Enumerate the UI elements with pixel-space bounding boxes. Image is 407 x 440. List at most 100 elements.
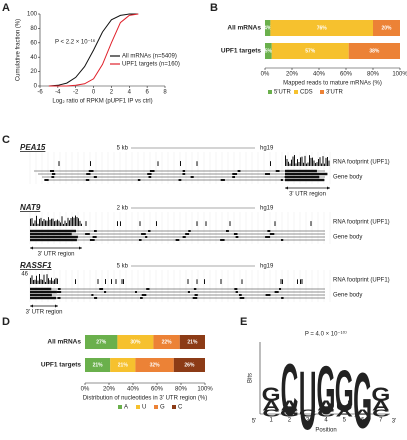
exon bbox=[267, 230, 271, 232]
footprint bbox=[319, 157, 321, 166]
logo-letter: A bbox=[354, 408, 372, 419]
utr-label: 3' UTR region bbox=[38, 252, 75, 258]
y-tick-label: 60 bbox=[30, 40, 37, 46]
x-tick-label: 4 bbox=[324, 418, 328, 424]
footprint bbox=[313, 160, 315, 166]
exon bbox=[88, 170, 94, 172]
x-tick-label: 40% bbox=[127, 387, 140, 393]
exon bbox=[85, 179, 90, 181]
exon bbox=[265, 236, 271, 238]
footprint bbox=[322, 156, 324, 166]
footprint bbox=[315, 163, 316, 166]
legend-label: All mRNAs (n=5409) bbox=[122, 54, 177, 60]
exon bbox=[220, 239, 225, 241]
exon bbox=[93, 176, 97, 178]
bar-segment bbox=[85, 335, 118, 349]
exon bbox=[281, 297, 284, 299]
bar-segment bbox=[85, 358, 111, 372]
value-label: 20% bbox=[381, 25, 392, 31]
footprint bbox=[40, 279, 42, 284]
exon bbox=[148, 176, 152, 178]
footprint bbox=[309, 155, 310, 166]
footprint bbox=[241, 279, 243, 284]
exon bbox=[92, 236, 97, 238]
footprint bbox=[46, 274, 48, 284]
footprint bbox=[295, 163, 297, 166]
value-label: 21% bbox=[93, 362, 104, 368]
bar-segment bbox=[271, 43, 349, 59]
footprint bbox=[49, 280, 51, 284]
category-label: UPF1 targets bbox=[41, 362, 81, 369]
x-tick-label: 0 bbox=[92, 90, 96, 96]
footprint bbox=[303, 162, 304, 166]
footprint bbox=[30, 218, 31, 226]
footprint bbox=[111, 279, 112, 284]
exon bbox=[265, 173, 270, 175]
footprint bbox=[300, 157, 301, 166]
exon bbox=[57, 288, 61, 290]
footprint bbox=[304, 155, 306, 166]
bar-segment bbox=[135, 358, 174, 372]
x-tick-label: 1 bbox=[269, 418, 273, 424]
footprint bbox=[57, 219, 58, 226]
value-label: 30% bbox=[130, 339, 141, 345]
x-axis-label: Log₂ ratio of RPKM (pUPF1 IP vs ctrl) bbox=[52, 99, 152, 105]
footprint bbox=[316, 162, 318, 166]
annotation: P = 4.0 × 10⁻¹⁰⁷ bbox=[305, 331, 347, 338]
exon bbox=[182, 236, 186, 238]
footprint bbox=[39, 273, 40, 284]
footprint bbox=[274, 221, 276, 226]
bar-segment bbox=[373, 20, 400, 36]
footprint bbox=[67, 217, 69, 226]
x-tick-label: 6 bbox=[145, 90, 149, 96]
footprint bbox=[297, 159, 298, 166]
bar-segment bbox=[179, 335, 205, 349]
x-tick-label: 20% bbox=[103, 387, 116, 393]
utr-block bbox=[30, 238, 77, 242]
y-tick-label: 100 bbox=[27, 12, 38, 18]
x-tick-label: 2 bbox=[288, 418, 292, 424]
value-label: 26% bbox=[184, 362, 195, 368]
footprint bbox=[312, 157, 313, 166]
footprint bbox=[36, 275, 37, 284]
footprint bbox=[58, 220, 60, 226]
logo-letter: A bbox=[317, 398, 335, 414]
panel-letter: E bbox=[240, 316, 247, 328]
footprint bbox=[63, 223, 64, 226]
utr-block bbox=[30, 290, 57, 294]
footprint bbox=[187, 279, 189, 284]
footprint bbox=[294, 155, 295, 166]
x-tick-label: -6 bbox=[37, 90, 43, 96]
logo-letter: U bbox=[299, 354, 317, 440]
footprint bbox=[42, 221, 43, 226]
footprint bbox=[70, 218, 72, 226]
exon bbox=[192, 297, 198, 299]
gene-name: PEA15 bbox=[20, 143, 46, 152]
logo-letter: G bbox=[335, 358, 354, 425]
legend-label: C bbox=[178, 405, 183, 411]
exon bbox=[235, 291, 238, 293]
exon bbox=[51, 173, 56, 175]
utr-block bbox=[30, 287, 52, 291]
footprint bbox=[280, 279, 282, 284]
footprint bbox=[48, 217, 49, 226]
footprint bbox=[45, 281, 46, 284]
footprint bbox=[123, 279, 124, 284]
footprint bbox=[54, 221, 55, 226]
x-tick-label: 6 bbox=[361, 418, 365, 424]
utr-block bbox=[285, 178, 325, 182]
panel-letter: C bbox=[2, 134, 10, 146]
footprint bbox=[318, 159, 319, 166]
footprint bbox=[297, 279, 298, 284]
value-label: 4% bbox=[264, 25, 272, 31]
footprint bbox=[54, 279, 55, 284]
footprint bbox=[204, 279, 205, 284]
footprint bbox=[139, 221, 141, 226]
exon bbox=[235, 236, 239, 238]
logo-letter: A bbox=[372, 398, 390, 414]
footprint bbox=[301, 279, 303, 284]
footprint bbox=[46, 220, 48, 226]
x-tick-label: 4 bbox=[128, 90, 132, 96]
logo-letter: U bbox=[335, 398, 353, 414]
